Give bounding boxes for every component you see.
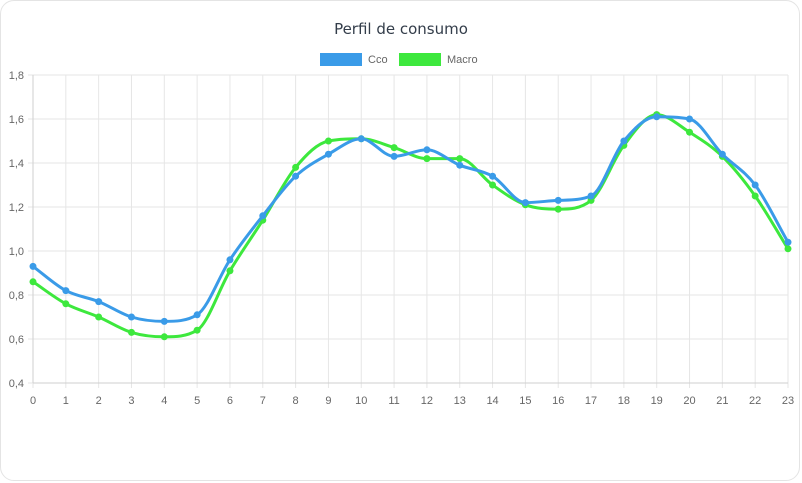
x-tick-label: 20 [683,395,695,407]
x-tick-label: 2 [96,395,102,407]
data-point-macro[interactable] [390,144,398,152]
legend: Cco Macro [320,53,478,66]
data-point-macro[interactable] [62,300,70,308]
data-point-macro[interactable] [226,267,234,275]
data-point-cco[interactable] [160,317,168,325]
y-tick-label: 1,6 [9,114,24,126]
data-point-cco[interactable] [127,313,135,321]
data-point-macro[interactable] [751,192,759,200]
x-tick-label: 12 [421,395,433,407]
data-point-cco[interactable] [620,137,628,145]
x-tick-label: 22 [749,395,761,407]
x-tick-label: 17 [585,395,597,407]
legend-swatch-macro[interactable] [399,53,441,66]
x-tick-label: 21 [716,395,728,407]
y-tick-label: 1,2 [9,202,24,214]
data-point-cco[interactable] [653,113,661,121]
x-tick-label: 14 [486,395,498,407]
data-point-cco[interactable] [751,181,759,189]
legend-label-macro[interactable]: Macro [447,54,478,66]
x-tick-label: 19 [651,395,663,407]
x-tick-label: 3 [128,395,134,407]
y-tick-label: 0,8 [9,290,24,302]
data-point-macro[interactable] [29,278,37,286]
x-tick-label: 18 [618,395,630,407]
chart-title: Perfil de consumo [334,20,468,38]
data-point-cco[interactable] [357,135,365,143]
x-tick-label: 15 [519,395,531,407]
x-tick-label: 6 [227,395,233,407]
data-point-macro[interactable] [193,326,201,334]
series-line-cco [31,115,790,323]
x-tick-label: 1 [63,395,69,407]
data-point-cco[interactable] [587,192,595,200]
x-tick-label: 5 [194,395,200,407]
y-tick-label: 1,8 [9,70,24,82]
data-point-macro[interactable] [489,181,497,189]
data-point-macro[interactable] [686,128,694,136]
axes: 0 1 2 3 4 5 6 7 8 9 10 11 12 13 14 15 16 17 18 19 20 21 22 230,… [9,70,794,407]
data-point-cco[interactable] [718,150,726,158]
data-point-cco[interactable] [259,212,267,220]
x-tick-label: 0 [30,395,36,407]
data-point-cco[interactable] [521,199,529,207]
data-point-macro[interactable] [324,137,332,145]
data-point-macro[interactable] [292,163,300,171]
data-point-cco[interactable] [423,146,431,154]
data-point-macro[interactable] [423,155,431,163]
x-tick-label: 10 [355,395,367,407]
y-tick-label: 0,6 [9,334,24,346]
series-lines [29,111,792,341]
x-tick-label: 9 [325,395,331,407]
x-tick-label: 23 [782,395,794,407]
x-tick-label: 11 [388,395,399,407]
y-tick-label: 1,0 [9,246,24,258]
data-point-cco[interactable] [686,115,694,123]
legend-label-cco[interactable]: Cco [368,54,388,66]
data-point-cco[interactable] [62,287,70,295]
data-point-cco[interactable] [226,256,234,264]
legend-swatch-cco[interactable] [320,53,362,66]
data-point-cco[interactable] [489,172,497,180]
data-point-cco[interactable] [95,298,103,306]
x-tick-label: 16 [552,395,564,407]
data-point-macro[interactable] [160,333,168,341]
x-tick-label: 13 [454,395,466,407]
data-point-cco[interactable] [390,152,398,160]
data-point-cco[interactable] [29,262,37,270]
y-tick-label: 0,4 [9,378,24,390]
x-tick-label: 8 [293,395,299,407]
data-point-cco[interactable] [784,238,792,246]
data-point-macro[interactable] [784,245,792,253]
data-point-cco[interactable] [292,172,300,180]
data-point-cco[interactable] [456,161,464,169]
x-tick-label: 4 [161,395,167,407]
series-line-macro [31,113,790,339]
data-point-macro[interactable] [95,313,103,321]
data-point-macro[interactable] [554,205,562,213]
y-tick-label: 1,4 [9,158,24,170]
data-point-macro[interactable] [127,328,135,336]
data-point-cco[interactable] [324,150,332,158]
data-point-cco[interactable] [554,196,562,204]
data-point-cco[interactable] [193,311,201,319]
x-tick-label: 7 [260,395,266,407]
data-point-macro[interactable] [456,155,464,163]
